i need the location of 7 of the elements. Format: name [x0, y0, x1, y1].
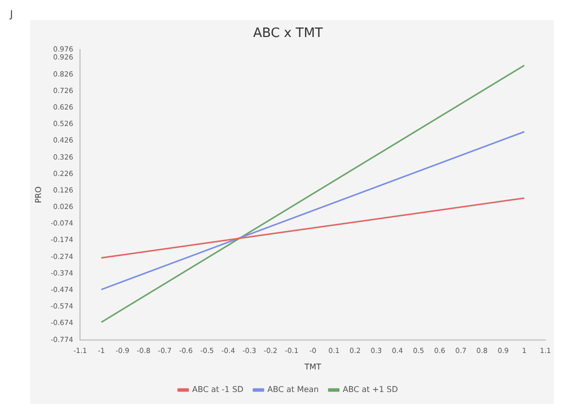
y-axis-title: PRO: [34, 186, 43, 204]
legend-label: ABC at +1 SD: [342, 385, 398, 394]
legend-label: ABC at Mean: [267, 385, 319, 394]
legend-label: ABC at -1 SD: [192, 385, 244, 394]
text: J: [9, 10, 13, 21]
chart-title: ABC x TMT: [253, 26, 323, 42]
x-axis-title: TMT: [303, 362, 322, 372]
